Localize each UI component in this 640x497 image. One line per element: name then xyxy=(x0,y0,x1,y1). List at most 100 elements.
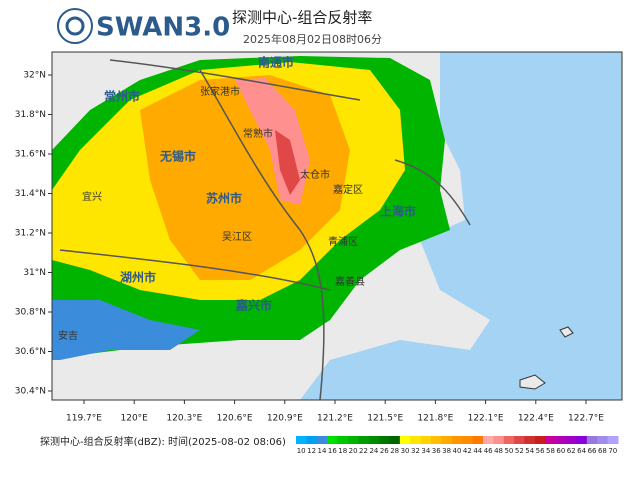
legend-label: 36 xyxy=(432,447,441,455)
lat-label: 30.4°N xyxy=(15,387,46,397)
city-label: 嘉定区 xyxy=(333,183,363,196)
legend-label: 68 xyxy=(598,447,607,455)
legend-label: 14 xyxy=(318,447,327,455)
legend-swatch xyxy=(368,436,380,444)
city-label: 常熟市 xyxy=(243,127,273,140)
lat-label: 30.8°N xyxy=(15,308,46,318)
legend-label: 18 xyxy=(338,447,347,455)
legend-swatch xyxy=(503,436,515,444)
legend-label: 60 xyxy=(556,447,565,455)
city-label: 宜兴 xyxy=(82,190,102,203)
legend-swatch xyxy=(431,436,442,444)
legend-swatch xyxy=(399,436,411,444)
legend-label: 64 xyxy=(577,447,586,455)
legend-swatch xyxy=(296,436,307,444)
legend-label: 20 xyxy=(349,447,358,455)
legend-label: 32 xyxy=(411,447,420,455)
legend-swatch xyxy=(607,436,619,444)
legend-label: 46 xyxy=(484,447,493,455)
legend-swatch xyxy=(451,436,463,444)
lon-label: 122.4°E xyxy=(518,414,554,424)
lat-label: 31.8°N xyxy=(15,110,46,120)
legend-swatch xyxy=(316,436,328,444)
logo-text: SWAN3.0 xyxy=(96,13,230,43)
lon-label: 119.7°E xyxy=(66,414,102,424)
legend-swatch xyxy=(566,436,577,444)
legend-swatch xyxy=(306,436,318,444)
lat-label: 31.2°N xyxy=(15,229,46,239)
legend-swatch xyxy=(493,436,505,444)
legend-label: 58 xyxy=(546,447,555,455)
time: 2025年08月02日08时06分 xyxy=(243,32,382,46)
city-label: 上海市 xyxy=(380,204,416,219)
lat-label: 30.6°N xyxy=(15,347,46,357)
legend-label: 52 xyxy=(515,447,524,455)
legend-swatch xyxy=(420,436,432,444)
lon-label: 121.5°E xyxy=(367,414,403,424)
echo-red xyxy=(275,130,300,195)
legend-label: 54 xyxy=(525,447,534,455)
city-label: 太仓市 xyxy=(300,168,330,181)
sea xyxy=(300,52,622,400)
lon-label: 121.2°E xyxy=(317,414,353,424)
lon-label: 122.7°E xyxy=(568,414,604,424)
legend-label: 28 xyxy=(390,447,399,455)
header: SWAN3.0 探测中心-组合反射率 2025年08月02日08时06分 xyxy=(57,8,382,46)
legend-caption: 探测中心-组合反射率(dBZ): 时间(2025-08-02 08:06) xyxy=(40,435,286,448)
legend-label: 70 xyxy=(608,447,617,455)
legend-swatch xyxy=(379,436,390,444)
legend-swatch xyxy=(327,436,339,444)
city-label: 嘉善县 xyxy=(335,275,365,288)
legend-swatch xyxy=(586,436,598,444)
legend-swatch xyxy=(358,436,370,444)
legend-label: 34 xyxy=(421,447,430,455)
city-label: 嘉兴市 xyxy=(235,298,272,313)
legend-label: 24 xyxy=(369,447,378,455)
legend-swatch xyxy=(482,436,494,444)
legend-swatch xyxy=(534,436,546,444)
legend-swatch xyxy=(337,436,349,444)
echo-blue xyxy=(52,300,200,360)
city-label: 安吉 xyxy=(58,329,78,342)
lon-label: 120°E xyxy=(121,414,149,424)
legend-swatch xyxy=(576,436,588,444)
legend-label: 62 xyxy=(567,447,576,455)
lat-label: 31.6°N xyxy=(15,150,46,160)
lat-label: 32°N xyxy=(23,71,46,81)
legend-label: 42 xyxy=(463,447,472,455)
logo-icon-inner xyxy=(65,16,85,36)
lon-label: 120.6°E xyxy=(217,414,253,424)
legend-swatch xyxy=(462,436,474,444)
map: 南通市 张家港市 常州市 常熟市 无锡市 苏州市 太仓市 嘉定区 上海市 吴江区… xyxy=(52,52,622,400)
city-label: 张家港市 xyxy=(200,85,240,98)
lon-label: 121.8°E xyxy=(417,414,453,424)
legend-swatch xyxy=(347,436,359,444)
islands xyxy=(519,326,574,390)
legend-label: 12 xyxy=(307,447,316,455)
legend-label: 56 xyxy=(536,447,545,455)
city-label: 常州市 xyxy=(104,89,140,104)
city-label: 青浦区 xyxy=(328,235,358,248)
logo-icon xyxy=(57,8,93,44)
legend-label: 38 xyxy=(442,447,451,455)
legend-label: 10 xyxy=(297,447,306,455)
city-label: 吴江区 xyxy=(222,231,252,243)
city-label: 湖州市 xyxy=(120,270,156,285)
legend-label: 16 xyxy=(328,447,337,455)
legend-label: 30 xyxy=(401,447,410,455)
lon-label: 122.1°E xyxy=(468,414,504,424)
legend-label: 48 xyxy=(494,447,503,455)
lon-label: 120.9°E xyxy=(267,414,303,424)
legend-swatch xyxy=(514,436,526,444)
legend-swatch xyxy=(389,436,401,444)
legend-swatch xyxy=(524,436,536,444)
title: 探测中心-组合反射率 xyxy=(232,9,372,27)
legend-swatch xyxy=(597,436,609,444)
lon-label: 120.3°E xyxy=(166,414,202,424)
lat-label: 31.4°N xyxy=(15,189,46,199)
legend-label: 26 xyxy=(380,447,389,455)
province-border xyxy=(59,59,361,400)
legend-label: 44 xyxy=(473,447,482,455)
